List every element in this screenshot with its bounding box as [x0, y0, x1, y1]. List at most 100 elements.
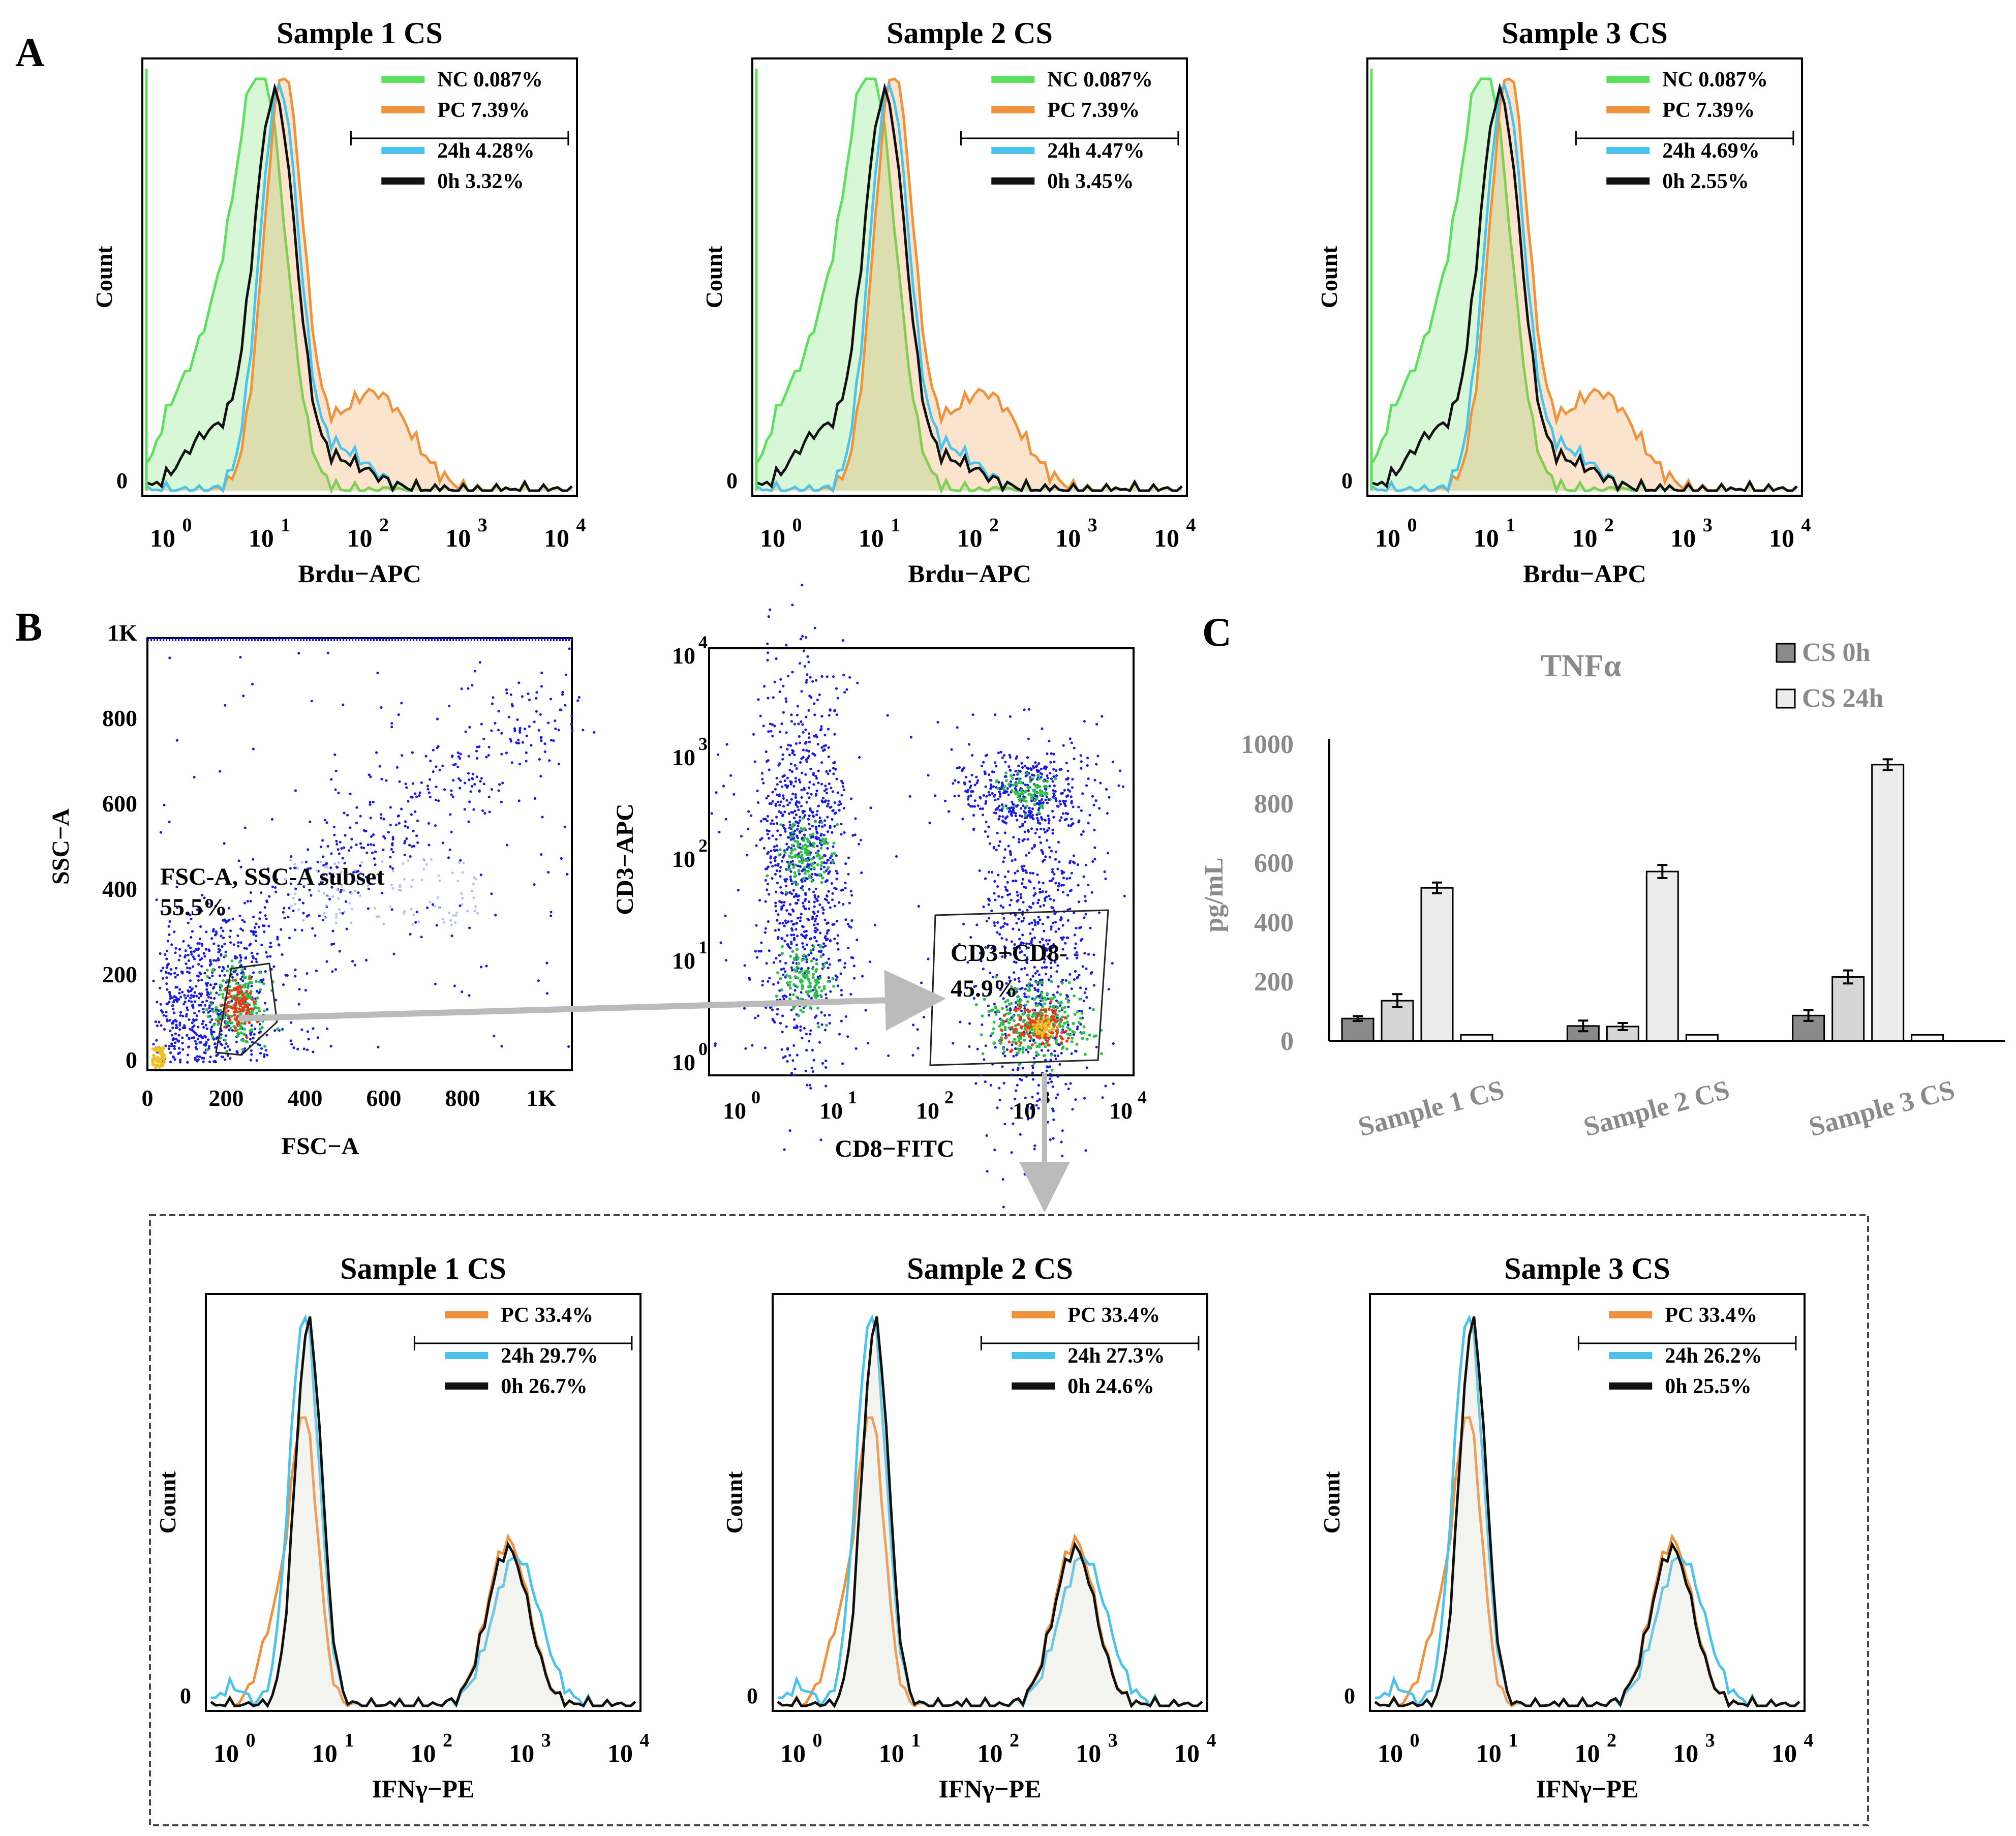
- event-dot: [1038, 979, 1042, 982]
- event-dot: [815, 940, 818, 943]
- event-dot: [1061, 1154, 1064, 1157]
- brdu-x-tick: 10: [347, 524, 373, 552]
- event-dot: [997, 751, 1000, 755]
- event-dot: [771, 1017, 774, 1020]
- event-dot: [804, 970, 807, 973]
- event-dot: [467, 755, 470, 758]
- event-dot: [1031, 1071, 1034, 1074]
- event-dot: [801, 880, 804, 883]
- event-dot: [505, 691, 508, 695]
- event-dot: [825, 861, 828, 865]
- cd-x-tick-exponent: 0: [751, 1087, 760, 1107]
- event-dot: [1047, 822, 1050, 825]
- event-dot: [1008, 754, 1011, 757]
- event-dot: [1046, 943, 1050, 946]
- event-dot: [803, 866, 807, 869]
- event-dot: [1055, 1019, 1059, 1023]
- event-dot: [436, 717, 439, 720]
- event-dot: [833, 938, 836, 941]
- event-dot: [1060, 1041, 1063, 1044]
- event-dot: [1095, 1045, 1098, 1048]
- event-dot: [1031, 1096, 1034, 1099]
- event-dot: [200, 978, 203, 981]
- event-dot: [798, 778, 801, 781]
- event-dot: [767, 794, 770, 798]
- event-dot: [204, 948, 207, 951]
- event-dot: [803, 872, 807, 876]
- event-dot: [813, 872, 817, 876]
- event-dot: [987, 835, 990, 838]
- event-dot: [473, 782, 476, 786]
- event-dot: [300, 1028, 303, 1031]
- event-dot: [1052, 768, 1055, 771]
- event-dot: [823, 1029, 827, 1032]
- event-dot: [1044, 998, 1048, 1002]
- event-dot: [1060, 981, 1064, 985]
- event-dot: [1054, 960, 1057, 964]
- ifn-x-tick-exponent: 1: [1508, 1730, 1518, 1751]
- event-dot: [199, 1041, 202, 1044]
- event-dot: [809, 1029, 812, 1032]
- event-dot: [809, 938, 812, 941]
- event-dot: [1011, 777, 1015, 780]
- event-dot: [756, 1014, 760, 1017]
- event-dot: [1030, 941, 1033, 944]
- event-dot: [776, 800, 779, 803]
- event-dot: [226, 1009, 230, 1013]
- fsc-y-axis-label: SSC−A: [47, 808, 74, 885]
- event-dot: [1046, 1039, 1049, 1043]
- event-dot: [795, 1013, 798, 1016]
- event-dot: [769, 855, 773, 858]
- event-dot: [802, 748, 805, 751]
- event-dot: [812, 845, 815, 848]
- event-dot: [1055, 774, 1058, 777]
- event-dot: [1012, 803, 1015, 806]
- event-dot: [760, 837, 763, 840]
- event-dot: [306, 1048, 309, 1051]
- event-dot: [478, 789, 481, 792]
- event-dot: [1065, 762, 1068, 765]
- event-dot: [1021, 913, 1024, 916]
- event-dot: [796, 1054, 799, 1057]
- event-dot: [413, 792, 417, 795]
- event-dot: [1082, 875, 1085, 878]
- event-dot: [487, 795, 491, 799]
- event-dot: [998, 1099, 1001, 1102]
- event-dot: [825, 788, 828, 791]
- event-dot: [1027, 737, 1030, 740]
- event-dot: [203, 972, 206, 975]
- event-dot: [836, 823, 839, 826]
- event-dot: [1023, 708, 1026, 711]
- event-dot: [810, 857, 813, 861]
- event-dot: [846, 922, 849, 925]
- event-dot: [1064, 942, 1067, 945]
- event-dot: [165, 976, 168, 979]
- event-dot: [816, 1021, 819, 1025]
- event-dot: [381, 891, 384, 894]
- pc-histogram-fill: [1372, 79, 1797, 491]
- event-dot: [887, 1054, 890, 1057]
- event-dot: [233, 1013, 236, 1017]
- event-dot: [771, 819, 774, 822]
- event-dot: [1045, 939, 1048, 942]
- event-dot: [482, 737, 485, 740]
- event-dot: [799, 1029, 802, 1032]
- event-dot: [978, 869, 981, 872]
- event-dot: [836, 697, 840, 700]
- event-dot: [343, 889, 346, 892]
- event-dot: [322, 892, 326, 895]
- event-dot: [1056, 1001, 1060, 1004]
- event-dot: [979, 951, 982, 954]
- event-dot: [1050, 928, 1053, 931]
- event-dot: [1060, 872, 1063, 875]
- event-dot: [953, 795, 956, 798]
- event-dot: [952, 782, 955, 785]
- event-dot: [809, 676, 812, 679]
- event-dot: [771, 791, 774, 794]
- event-dot: [1013, 943, 1016, 946]
- event-dot: [911, 1054, 914, 1057]
- event-dot: [547, 870, 550, 874]
- event-dot: [221, 979, 225, 982]
- event-dot: [249, 991, 252, 995]
